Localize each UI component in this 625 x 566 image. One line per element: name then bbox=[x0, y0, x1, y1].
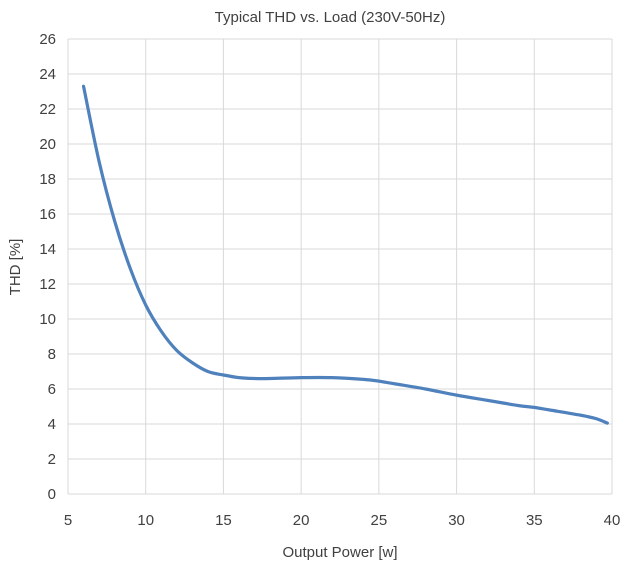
x-tick-label-30: 30 bbox=[448, 512, 465, 529]
y-tick-label-26: 26 bbox=[39, 31, 56, 48]
x-tick-label-5: 5 bbox=[64, 512, 72, 529]
y-tick-label-14: 14 bbox=[39, 241, 56, 258]
x-tick-label-15: 15 bbox=[215, 512, 232, 529]
y-tick-label-16: 16 bbox=[39, 206, 56, 223]
series-line-0 bbox=[81, 84, 609, 425]
x-tick-label-35: 35 bbox=[526, 512, 543, 529]
x-tick-label-20: 20 bbox=[293, 512, 310, 529]
y-tick-label-6: 6 bbox=[48, 381, 56, 398]
y-axis-title: THD [%] bbox=[7, 239, 24, 296]
y-tick-label-10: 10 bbox=[39, 311, 56, 328]
y-tick-label-22: 22 bbox=[39, 101, 56, 118]
y-tick-label-4: 4 bbox=[48, 416, 56, 433]
x-tick-label-25: 25 bbox=[371, 512, 388, 529]
y-tick-label-0: 0 bbox=[48, 486, 56, 503]
x-tick-label-10: 10 bbox=[137, 512, 154, 529]
y-tick-label-24: 24 bbox=[39, 66, 56, 83]
grid bbox=[67, 38, 613, 495]
y-tick-label-18: 18 bbox=[39, 171, 56, 188]
series-layer bbox=[81, 84, 609, 425]
x-tick-label-40: 40 bbox=[604, 512, 621, 529]
x-axis-title: Output Power [w] bbox=[282, 544, 397, 561]
y-tick-label-8: 8 bbox=[48, 346, 56, 363]
chart-title: Typical THD vs. Load (230V-50Hz) bbox=[215, 9, 446, 26]
y-tick-label-12: 12 bbox=[39, 276, 56, 293]
y-tick-label-20: 20 bbox=[39, 136, 56, 153]
y-tick-label-2: 2 bbox=[48, 451, 56, 468]
